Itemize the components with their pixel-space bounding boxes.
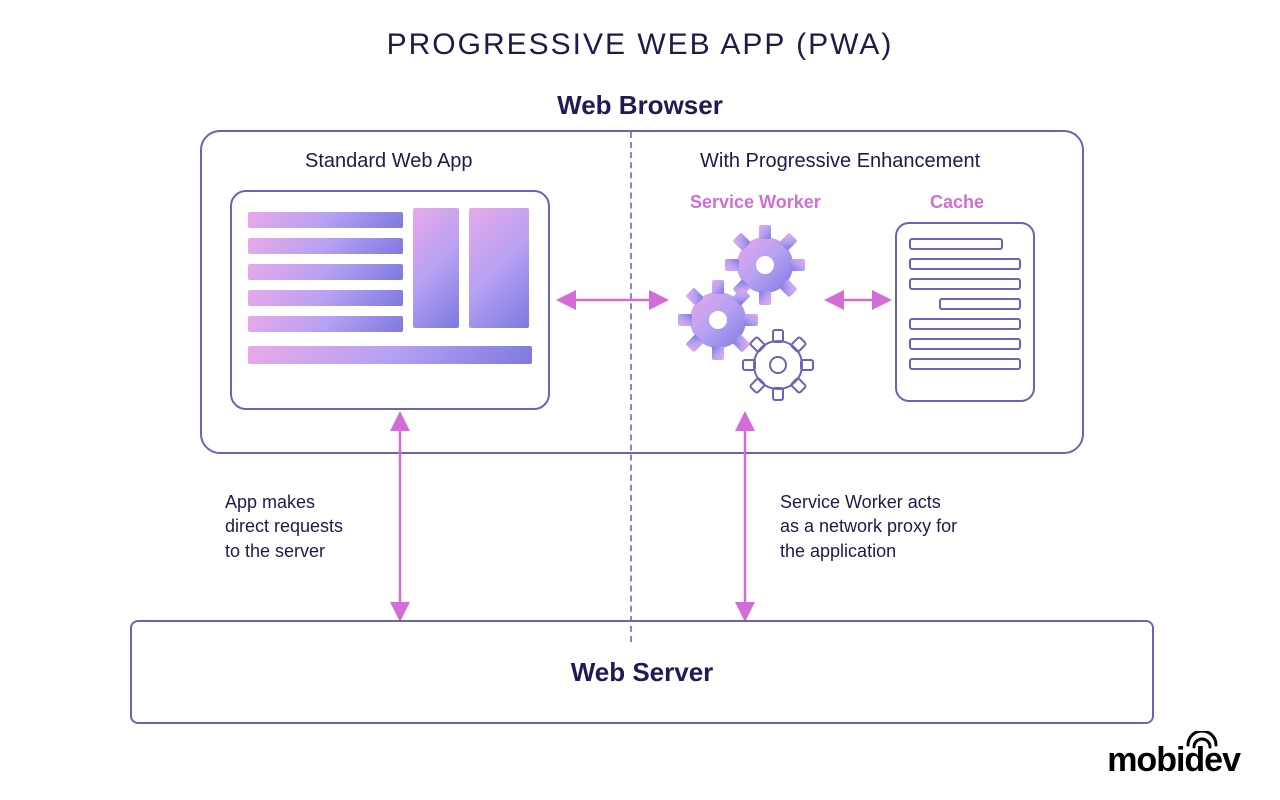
mobidev-logo: mobidev [1107, 741, 1240, 780]
server-box: Web Server [130, 620, 1154, 724]
right-caption: Service Worker actsas a network proxy fo… [780, 490, 957, 563]
server-label: Web Server [571, 657, 714, 688]
logo-text: mobidev [1107, 741, 1240, 779]
wifi-icon [1184, 731, 1220, 749]
left-caption: App makesdirect requeststo the server [225, 490, 343, 563]
